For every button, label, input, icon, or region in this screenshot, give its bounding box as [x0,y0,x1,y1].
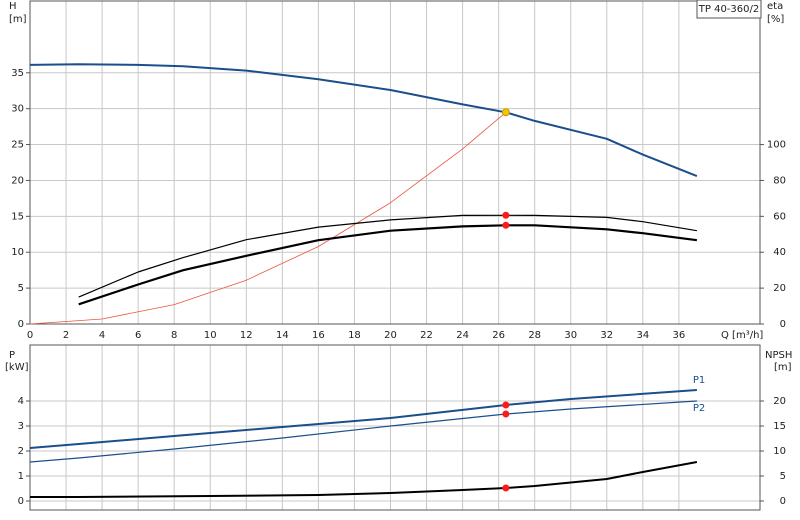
y2-tick-label: 60 [773,211,786,222]
x-tick-label: 36 [673,330,686,341]
y2-tick-label: 15 [773,421,786,432]
x-tick-label: 20 [384,330,397,341]
x-tick-label: 24 [456,330,469,341]
y-tick-label: 1 [18,471,24,482]
y-axis-label: P [9,350,15,361]
y-tick-label: 20 [11,175,24,186]
operating-point [502,410,510,418]
x-tick-label: 8 [171,330,177,341]
y-axis-label: H [9,1,17,12]
plot: 0 2 4 6 8 10 12 14 16 18 20 22 24 26 28 30 32 34 360510152… [11,0,786,341]
curve [78,224,698,306]
y2-tick-label: 40 [773,247,786,258]
curve [30,461,698,498]
y-axis-unit: [m] [9,14,27,25]
grid [29,1,760,325]
y-tick-label: 10 [11,247,24,258]
x-tick-label: 26 [492,330,505,341]
y2-tick-label: 0 [780,319,786,330]
x-tick-label: 2 [63,330,69,341]
operating-point [502,211,510,219]
y-tick-label: 35 [11,68,24,79]
y-tick-label: 25 [11,140,24,151]
y2-axis-label: eta [767,1,783,12]
y-tick-label: 0 [18,319,24,330]
y-tick-label: 30 [11,104,24,115]
x-tick-label: 32 [600,330,613,341]
series-label: P2 [693,403,705,414]
x-tick-label: 14 [276,330,289,341]
series-label: P1 [693,375,705,386]
x-tick-label: 28 [528,330,541,341]
y2-axis-unit: [m] [774,362,792,373]
x-tick-label: 22 [420,330,433,341]
x-tick-label: 30 [564,330,577,341]
curve [29,63,698,178]
operating-point [502,484,510,492]
x-tick-label: 6 [135,330,141,341]
curve [29,111,507,325]
y2-tick-label: 100 [767,140,786,151]
power-panel: 0 1 2 3 4 0 5 10 15 20 P1 P2 P [kW] NPSH [m] [5,344,792,511]
operating-point [501,108,510,117]
y2-tick-label: 10 [773,446,786,457]
y2-tick-label: 0 [780,496,786,507]
x-axis-label: Q [m³/h] [721,330,763,341]
x-tick-label: 12 [240,330,253,341]
x-tick-label: 34 [636,330,649,341]
y2-tick-label: 20 [773,396,786,407]
curve [29,400,697,463]
x-tick-label: 16 [312,330,325,341]
x-tick-label: 4 [99,330,105,341]
y2-axis-unit: [%] [767,14,784,25]
y-axis-unit: [kW] [5,362,29,373]
y2-tick-label: 20 [773,283,786,294]
x-tick-label: 10 [204,330,217,341]
y-tick-label: 2 [18,446,24,457]
plot-frame [29,344,761,511]
y-tick-label: 4 [18,396,24,407]
y-tick-label: 3 [18,421,24,432]
operating-point [502,401,510,409]
legend-box [696,0,762,19]
operating-point [502,221,510,229]
y-tick-label: 5 [18,283,24,294]
y2-tick-label: 5 [780,471,786,482]
curve [29,389,697,449]
x-tick-label: 0 [27,330,33,341]
y2-tick-label: 80 [773,175,786,186]
y-tick-label: 15 [11,211,24,222]
y2-axis-label: NPSH [765,350,792,361]
plot: 0 1 2 3 4 0 5 10 15 20 P1 P2 [18,344,786,511]
curve [78,214,697,298]
chart-title: TP 40-360/2 [698,4,759,15]
y-tick-label: 0 [18,496,24,507]
plot-frame [29,0,761,325]
grid [29,345,760,510]
x-tick-label: 18 [348,330,361,341]
performance-panel: 0 2 4 6 8 10 12 14 16 18 20 22 24 26 28 30 32 34 360510152… [9,0,786,341]
